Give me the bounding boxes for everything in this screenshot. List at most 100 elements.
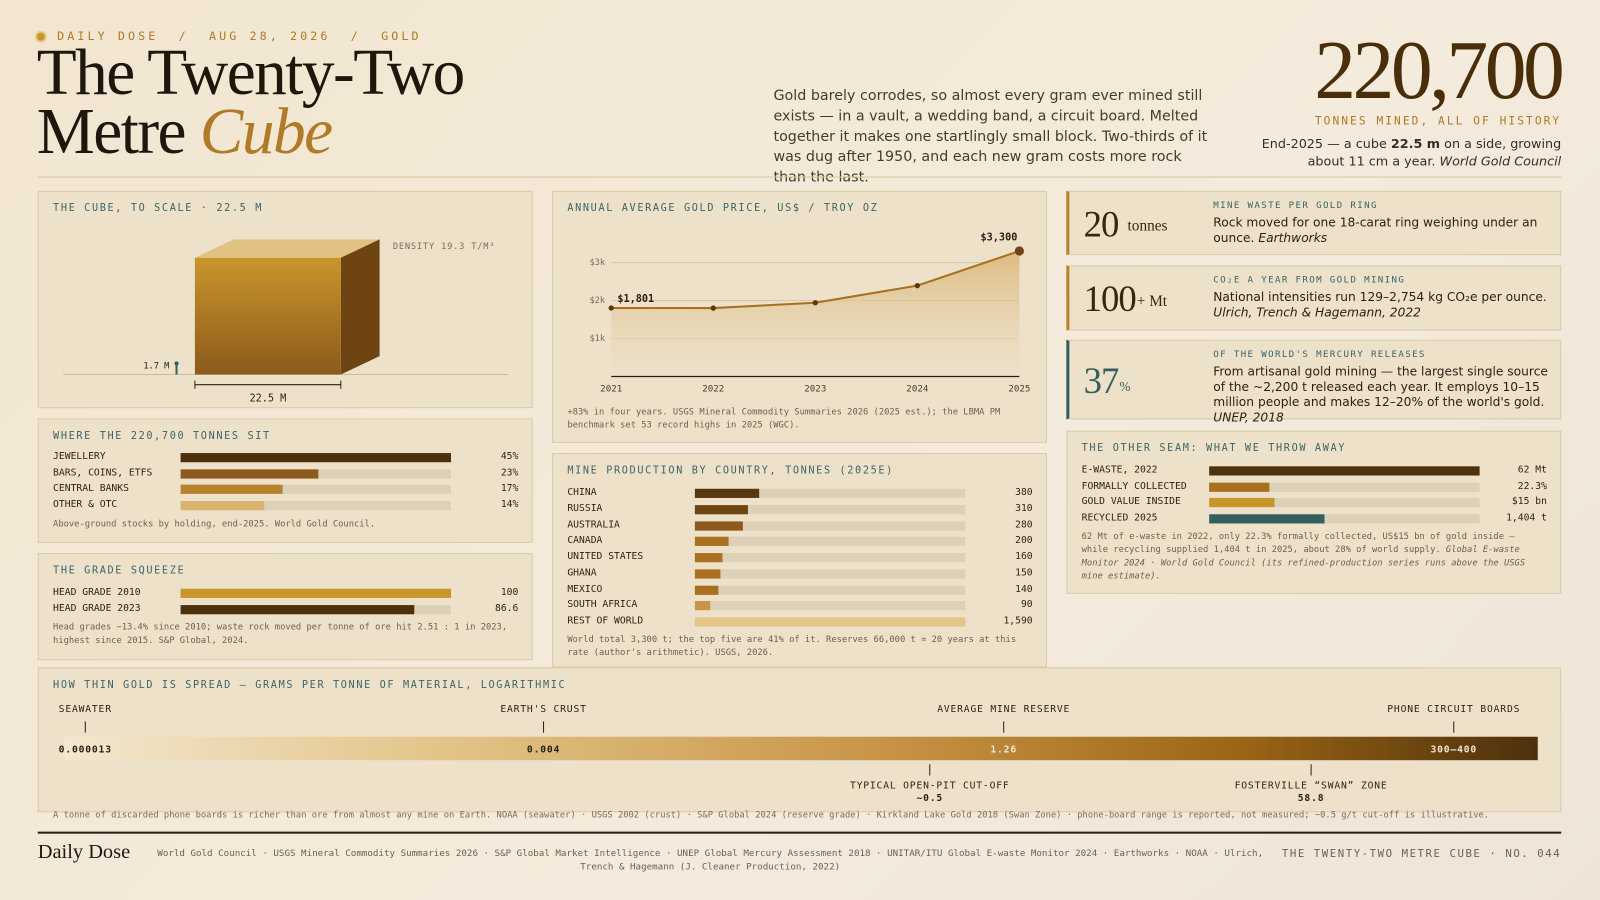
stat: 100 + Mt [1084, 266, 1167, 331]
bar [694, 553, 723, 563]
row-label: RUSSIA [567, 502, 603, 515]
source: Earthworks [1258, 230, 1328, 245]
chart: $1k $2k $3k 2021 2022 2023 2024 2025 $1,801 $3,30… [589, 233, 1030, 395]
row-label: HEAD GRADE 2023 [53, 603, 141, 615]
x-tick-label: 2023 [804, 383, 826, 394]
chart: SEAWATER 0.000013 EARTH'S CRUST 0.004 AVERAG… [59, 704, 1538, 804]
note-source: Global E-waste Monitor 2024 · World Gold… [1081, 544, 1526, 582]
row-label: HEAD GRADE 2010 [53, 586, 141, 598]
headline-line: Metre Cube [37, 98, 464, 163]
panel-title: THE CUBE, TO SCALE · 22.5 M [53, 203, 264, 215]
chart: DENSITY 19.3 T/M³ 1.7 M 22.5 M [63, 239, 509, 404]
track [694, 488, 966, 498]
stat-card: 37% OF THE WORLD'S MERCURY RELEASES From a… [1066, 339, 1562, 424]
stat: 37% [1084, 341, 1131, 421]
person-head [174, 361, 179, 366]
value-label: 23% [500, 467, 519, 479]
note: Head grades −13.4% since 2010; waste roc… [53, 621, 517, 648]
bar [694, 601, 711, 611]
hero-value: 220,700 [1314, 23, 1565, 117]
panel-title: THE GRADE SQUEEZE [53, 565, 186, 577]
rule [37, 176, 1562, 178]
stat-value: 37 [1083, 360, 1120, 402]
point [812, 300, 818, 306]
headline: The Twenty-Two Metre Cube [36, 35, 466, 163]
track [694, 553, 966, 563]
track [694, 504, 966, 515]
value-label: $1,801 [617, 294, 654, 305]
panel: THE CUBE, TO SCALE · 22.5 M DENSITY 19.3 … [37, 190, 533, 409]
x-tick-label: 2024 [906, 383, 929, 394]
row-label: SOUTH AFRICA [567, 599, 638, 611]
track [694, 536, 966, 547]
bar [1209, 482, 1270, 492]
row-label: CHINA [567, 486, 597, 498]
headline-line: The Twenty-Two [36, 35, 466, 109]
stat-label: MINE WASTE PER GOLD RING [1213, 201, 1378, 212]
point [608, 305, 614, 311]
bar [694, 617, 966, 627]
scale-bar [64, 736, 1538, 761]
marker-name: SEAWATER [59, 704, 112, 715]
hero-caption: TONNES MINED, ALL OF HISTORY [1314, 114, 1562, 128]
cube-top [194, 239, 380, 258]
note-text: 62 Mt of e-waste in 2022, only 22.3% for… [1081, 531, 1515, 556]
value-label: 1,404 t [1506, 512, 1547, 524]
footer-issue: THE TWENTY-TWO METRE CUBE · NO. 044 [1281, 847, 1562, 861]
kicker: DAILY DOSE / AUG 28, 2026 / GOLD [57, 28, 422, 43]
stat-unit: tonnes [1127, 218, 1168, 235]
marker-name: PHONE CIRCUIT BOARDS [1387, 704, 1520, 715]
marker-value: ~0.5 [916, 793, 943, 804]
stat-label: CO₂E A YEAR FROM GOLD MINING [1213, 275, 1406, 286]
stat-text: National intensities run 129–2,754 kg CO… [1213, 290, 1550, 321]
bar [180, 453, 452, 463]
track [180, 501, 452, 511]
panel-title: HOW THIN GOLD IS SPREAD — GRAMS PER TONN… [53, 679, 567, 691]
value-label: 90 [1020, 599, 1033, 611]
bar [1209, 514, 1325, 524]
note: 62 Mt of e-waste in 2022, only 22.3% for… [1082, 531, 1546, 584]
bar [694, 585, 719, 595]
value-label: 17% [500, 483, 519, 495]
rule [37, 831, 1562, 834]
row-label: GOLD VALUE INSIDE [1081, 496, 1181, 508]
track [1209, 514, 1480, 524]
dimension-label: 22.5 M [249, 393, 286, 404]
y-tick-label: $1k [589, 334, 605, 344]
row-label: BARS, COINS, ETFS [53, 467, 153, 479]
point [710, 305, 716, 311]
point [1014, 246, 1024, 256]
stat-text: Rock moved for one 18-carat ring weighin… [1213, 215, 1550, 246]
panel: ANNUAL AVERAGE GOLD PRICE, US$ / TROY OZ… [552, 190, 1047, 443]
value-label: 14% [500, 499, 519, 511]
stat: 20 tonnes [1084, 192, 1168, 256]
bar [180, 588, 452, 598]
stat-label: OF THE WORLD'S MERCURY RELEASES [1213, 349, 1426, 361]
bar [180, 605, 415, 615]
stat-value: 100 [1083, 278, 1137, 320]
cube-side [340, 239, 380, 375]
value-label: 150 [1015, 567, 1033, 579]
value-label: 160 [1015, 551, 1033, 563]
kicker-dot [34, 30, 47, 43]
value-label: 22.3% [1517, 480, 1547, 492]
note-text: World total 3,300 t; the top five are 41… [567, 634, 1017, 659]
footer-sources: World Gold Council · USGS Mineral Commod… [157, 848, 1264, 873]
bar [1209, 498, 1275, 508]
text: From artisanal gold mining — the largest… [1213, 364, 1548, 410]
marker-value: 300–400 [1431, 744, 1478, 755]
track [1209, 482, 1480, 492]
panel-title: MINE PRODUCTION BY COUNTRY, TONNES (2025… [567, 465, 894, 477]
row-label: E-WASTE, 2022 [1081, 464, 1158, 476]
row-label: UNITED STATES [567, 551, 644, 563]
value-label: 280 [1015, 518, 1033, 531]
bar [694, 520, 743, 531]
track [694, 585, 966, 595]
bar [1209, 466, 1480, 476]
stat-unit: + Mt [1136, 293, 1168, 310]
track [694, 569, 966, 579]
row-label: JEWELLERY [53, 451, 106, 463]
row-label: AUSTRALIA [567, 518, 620, 531]
marker-value: 0.004 [527, 744, 560, 755]
stat-text: From artisanal gold mining — the largest… [1213, 364, 1550, 425]
